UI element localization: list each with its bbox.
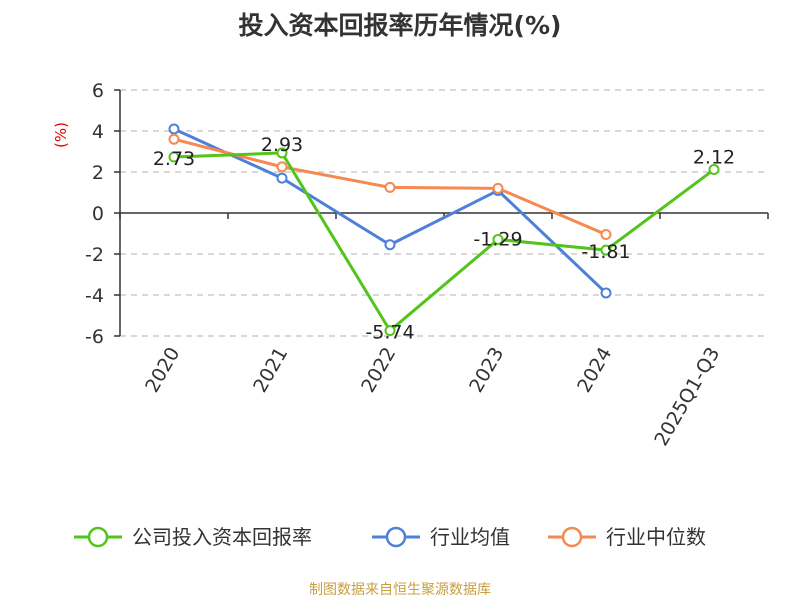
data-point [276, 172, 288, 184]
data-point [168, 123, 180, 135]
chart-title: 投入资本回报率历年情况(%) [238, 11, 562, 40]
data-point [168, 133, 180, 145]
x-tick-label: 2020 [141, 344, 184, 397]
data-point [600, 287, 612, 299]
data-point [492, 233, 504, 245]
data-point [168, 151, 180, 163]
y-tick-label: 0 [92, 203, 104, 225]
y-tick-label: -2 [85, 244, 104, 266]
x-tick-label: 2024 [573, 344, 616, 397]
y-tick-label: 2 [92, 162, 104, 184]
x-tick-label: 2021 [249, 344, 292, 397]
legend-marker [561, 526, 583, 548]
series-line [173, 151, 715, 333]
data-label: -5.74 [365, 322, 414, 344]
data-point [276, 147, 288, 159]
x-tick-label: 2023 [465, 344, 508, 397]
y-tick-label: -4 [85, 285, 104, 307]
legend-marker [385, 526, 407, 548]
legend-marker [87, 526, 109, 548]
data-label: 2.12 [693, 147, 735, 169]
data-point [384, 325, 396, 337]
data-point [492, 182, 504, 194]
data-label: 2.93 [261, 134, 303, 156]
data-label: -1.29 [473, 228, 522, 250]
data-point [384, 239, 396, 251]
legend-label: 公司投入资本回报率 [132, 525, 312, 549]
data-source-note: 制图数据来自恒生聚源数据库 [309, 582, 491, 598]
data-point [384, 181, 396, 193]
data-point [276, 161, 288, 173]
y-tick-label: 4 [92, 121, 104, 143]
y-tick-label: -6 [85, 326, 104, 348]
legend-label: 行业中位数 [606, 525, 706, 549]
data-point [708, 164, 720, 176]
x-tick-label: 2025Q1-Q3 [650, 344, 724, 450]
data-label: -1.81 [581, 241, 630, 263]
data-label: 2.73 [153, 148, 195, 170]
data-point [600, 229, 612, 241]
legend-label: 行业均值 [430, 525, 510, 549]
y-tick-label: 6 [92, 80, 104, 102]
x-tick-label: 2022 [357, 344, 400, 397]
data-point [600, 244, 612, 256]
